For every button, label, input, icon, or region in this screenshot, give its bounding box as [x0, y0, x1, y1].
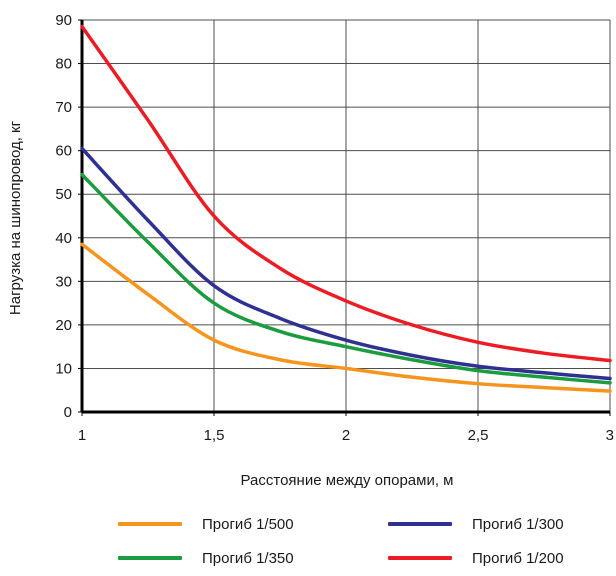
y-axis-label: Нагрузка на шинопровод, кг	[7, 120, 24, 315]
axes	[78, 19, 611, 416]
series-line-3	[80, 172, 612, 385]
x-tick-label: 1,5	[204, 427, 225, 444]
y-tick-label: 40	[55, 230, 72, 247]
y-tick-label: 60	[55, 143, 72, 160]
y-tick-label: 30	[55, 273, 72, 290]
y-tick-label: 70	[55, 99, 72, 116]
y-tick-label: 50	[55, 186, 72, 203]
series-line-4	[80, 24, 612, 363]
y-tick-label: 80	[55, 56, 72, 73]
y-tick-label: 10	[55, 360, 72, 377]
x-tick-label: 2,5	[468, 427, 489, 444]
y-tick-label: 20	[55, 317, 72, 334]
series-lines	[80, 24, 612, 393]
grid-lines	[82, 19, 611, 412]
x-tick-label: 1	[78, 427, 86, 444]
series-line-2	[80, 146, 612, 381]
y-tick-label: 90	[55, 12, 72, 29]
x-axis-label: Расстояние между опорами, м	[241, 472, 454, 489]
x-tick-label: 3	[606, 427, 614, 444]
series-line-1	[80, 242, 612, 393]
tick-labels: 0 10 20 30 40 50 60 70 80 90 1 1,5 2 2,5 3	[55, 12, 614, 444]
y-tick-label: 0	[64, 404, 72, 421]
x-tick-label: 2	[342, 427, 350, 444]
